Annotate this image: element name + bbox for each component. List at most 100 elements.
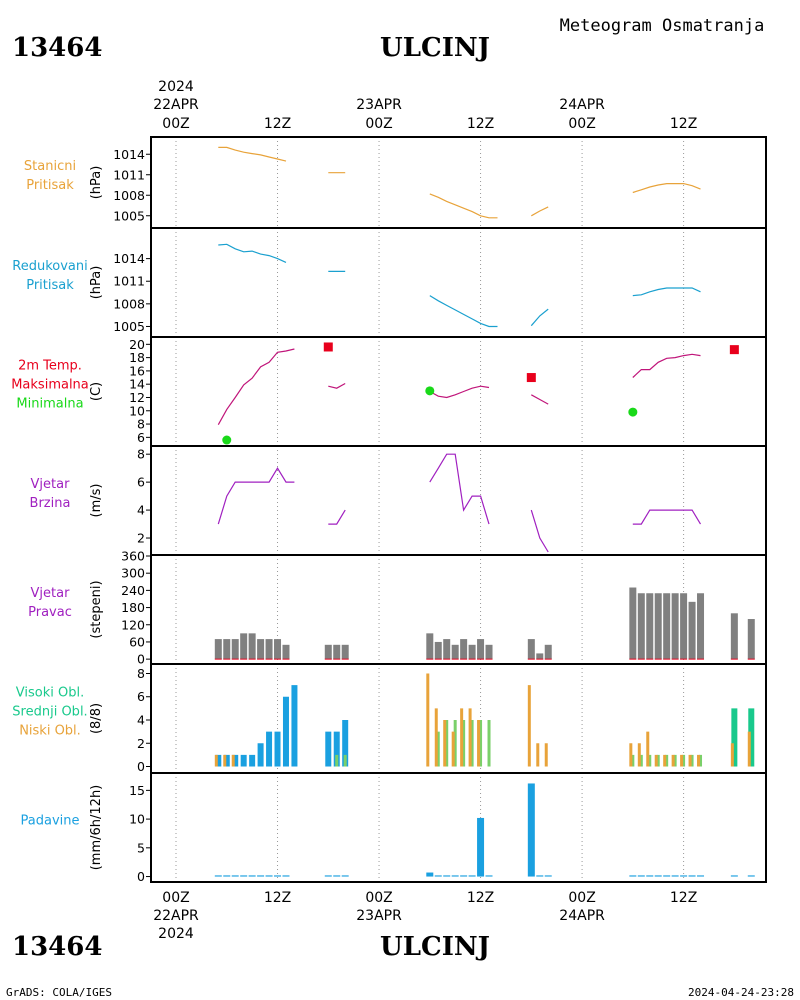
panel-wind_direction: 0 60 120 180 240 300 360 (stepeni) Vjetar Pravac	[28, 549, 767, 667]
hour-label-bottom: 00Z	[365, 890, 392, 906]
panel-reduced_pressure: 1005 1008 1011 1014 (hPa)Redukovani Pritisak	[12, 227, 767, 338]
year-label-bottom: 2024	[158, 926, 194, 942]
y-tick-label: 16	[129, 363, 145, 378]
data-bar	[671, 593, 679, 660]
panel-precipitation: 0 5 10 15 (mm/6h/12h) Padavine	[21, 772, 767, 884]
tmax-marker	[729, 345, 739, 355]
cloud-bar	[479, 720, 483, 767]
year-label-top: 2024	[158, 79, 194, 95]
cloud-bar	[637, 743, 641, 767]
y-tick-label: 6	[137, 475, 145, 490]
cloud-bar	[214, 754, 218, 767]
series-line	[429, 385, 490, 399]
series-line	[530, 308, 549, 327]
data-bar	[426, 633, 434, 660]
data-bar	[544, 875, 552, 877]
cloud-bar	[654, 754, 658, 767]
cloud-bar	[665, 754, 669, 767]
data-bar	[536, 875, 544, 877]
y-axis-label: (C)	[89, 382, 104, 401]
y-tick-label: 180	[121, 600, 145, 615]
data-bar	[231, 875, 239, 877]
hour-label-top: 00Z	[162, 116, 189, 132]
panel-label: Maksimalna	[11, 378, 89, 393]
y-tick-label: 2	[137, 531, 145, 546]
data-bar	[688, 875, 696, 877]
data-bar	[451, 875, 459, 877]
cloud-bar	[680, 754, 684, 767]
data-bar	[654, 593, 662, 660]
panel-label: Vjetar	[31, 477, 71, 492]
y-tick-label: 18	[129, 350, 145, 365]
data-bar	[223, 639, 231, 660]
station-name-bottom: ULCINJ	[380, 932, 490, 962]
panel-wind_speed: 2 4 6 8 (m/s) Vjetar Brzina	[30, 445, 767, 556]
station-id-bottom: 13464	[12, 932, 102, 962]
panel-label: Minimalna	[16, 397, 83, 412]
y-axis-label: (hPa)	[89, 266, 104, 300]
cloud-bar	[240, 754, 247, 767]
cloud-bar	[436, 731, 440, 767]
series-line	[429, 295, 498, 328]
data-bar	[240, 875, 248, 877]
panel-pressure: 1005 1008 1011 1014 (hPa) Stanicni Pritisak	[24, 136, 767, 229]
data-bar	[663, 593, 671, 660]
series-line	[217, 348, 295, 425]
hour-label-bottom: 00Z	[162, 890, 189, 906]
cloud-bar	[682, 754, 686, 767]
cloud-bar	[631, 754, 635, 767]
tmin-marker	[222, 435, 232, 445]
station-id-top: 13464	[12, 33, 102, 63]
cloud-bar	[470, 720, 474, 767]
data-bar	[747, 875, 755, 877]
y-tick-label: 20	[129, 337, 145, 352]
data-bar	[214, 639, 222, 660]
data-bar	[231, 639, 239, 660]
cloud-bar	[223, 754, 230, 767]
y-axis-label: (hPa)	[89, 166, 104, 200]
data-bar	[443, 639, 451, 660]
y-tick-label: 240	[121, 583, 145, 598]
data-bar	[341, 875, 349, 877]
data-bar	[274, 639, 282, 660]
cloud-bar	[232, 754, 239, 767]
cloud-bar	[690, 754, 694, 767]
cloud-bar	[730, 743, 734, 767]
cloud-bar	[333, 731, 340, 767]
y-axis-label: (mm/6h/12h)	[89, 785, 104, 871]
cloud-bar	[274, 731, 281, 767]
panel-label: Srednji Obl.	[12, 705, 87, 720]
panel-label: Padavine	[21, 814, 80, 829]
cloud-bar	[468, 708, 472, 767]
cloud-bar	[266, 731, 273, 767]
date-label-top: 23APR	[356, 97, 402, 113]
date-label-bottom: 22APR	[153, 908, 199, 924]
y-tick-label: 120	[121, 617, 145, 632]
data-bar	[697, 593, 705, 660]
date-label-bottom: 23APR	[356, 908, 402, 924]
cloud-bar	[731, 708, 738, 767]
y-tick-label: 60	[129, 634, 145, 649]
cloud-bar	[426, 673, 430, 767]
data-bar	[451, 644, 459, 660]
y-tick-label: 10	[129, 812, 145, 827]
data-bar	[680, 875, 688, 877]
panel-clouds: 0 2 4 6 8 (8/8) Visoki Obl. Srednji Obl. Niski O…	[12, 663, 767, 774]
series-line	[218, 243, 287, 263]
panel-frame	[150, 772, 767, 883]
date-label-bottom: 24APR	[559, 908, 605, 924]
series-line	[217, 467, 295, 525]
series-line	[429, 193, 498, 219]
cloud-bar	[325, 731, 332, 767]
cloud-bar	[487, 720, 491, 767]
y-tick-label: 8	[137, 447, 145, 462]
panel-frame	[150, 445, 767, 556]
cloud-bar	[656, 754, 660, 767]
data-bar	[544, 644, 552, 660]
cloud-bar	[527, 685, 531, 767]
panel-label: Niski Obl.	[19, 724, 81, 739]
cloud-bar	[342, 720, 349, 767]
data-bar	[680, 593, 688, 660]
y-tick-label: 1014	[113, 251, 145, 266]
